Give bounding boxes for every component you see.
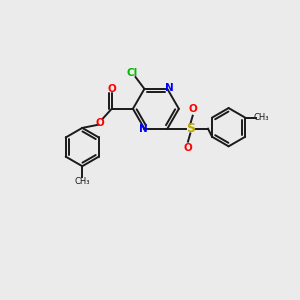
Text: N: N	[165, 83, 174, 93]
Text: O: O	[183, 143, 192, 153]
Text: N: N	[139, 124, 147, 134]
Text: O: O	[189, 104, 198, 114]
Text: S: S	[186, 122, 195, 135]
Text: Cl: Cl	[126, 68, 138, 78]
Text: O: O	[107, 84, 116, 94]
Text: CH₃: CH₃	[253, 113, 269, 122]
Text: CH₃: CH₃	[74, 177, 90, 186]
Text: O: O	[96, 118, 104, 128]
